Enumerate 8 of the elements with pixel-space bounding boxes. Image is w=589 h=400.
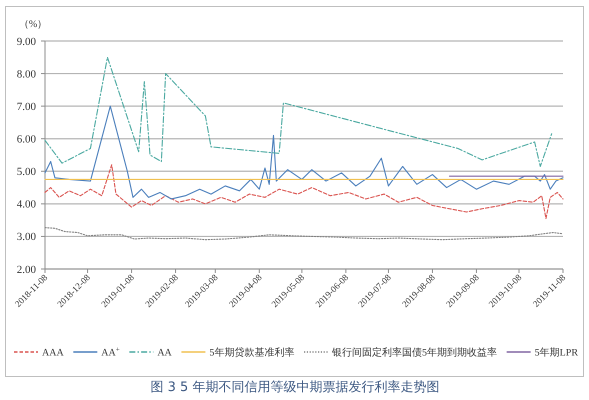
ylabel: （%）	[18, 19, 48, 30]
legend-label: AA	[157, 348, 173, 358]
annotation: 图 3 5 年期不同信用等级中期票据发行利率走势图	[150, 380, 440, 395]
legend-label: AA$^{+}$	[101, 346, 120, 358]
legend-label: 5年期贷款基准利率	[209, 346, 294, 358]
legend-label: AAA	[42, 348, 64, 358]
legend-label: 银行间固定利率国债5年期到期收益率	[331, 346, 498, 358]
legend-label: 5年期LPR	[534, 346, 578, 358]
